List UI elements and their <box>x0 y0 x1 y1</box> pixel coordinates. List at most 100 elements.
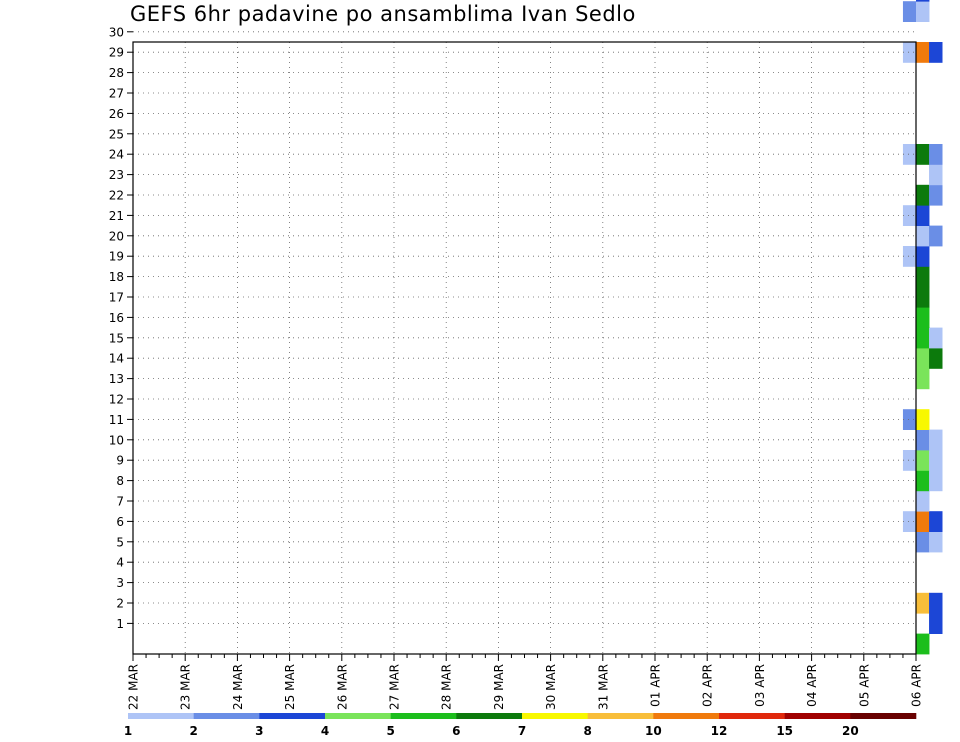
y-tick-label: 10 <box>109 433 124 447</box>
legend-swatch <box>719 713 785 719</box>
x-tick-label: 22 MAR <box>127 664 141 710</box>
legend-label: 4 <box>321 724 329 738</box>
x-tick-label: 03 APR <box>753 664 767 707</box>
legend-swatch <box>390 713 457 719</box>
legend-label: 7 <box>518 724 526 738</box>
legend-label: 20 <box>842 724 859 738</box>
x-tick-label: 04 APR <box>805 664 819 707</box>
y-tick-label: 19 <box>109 250 124 264</box>
heatmap-cell <box>916 490 930 512</box>
legend-label: 2 <box>189 724 197 738</box>
heatmap-cell <box>902 42 917 63</box>
y-tick-label: 1 <box>116 617 124 631</box>
legend-swatch <box>522 713 588 719</box>
heatmap-cell <box>916 286 930 308</box>
y-tick-label: 5 <box>116 535 124 549</box>
legend-swatch <box>128 713 194 719</box>
y-tick-label: 28 <box>109 66 124 80</box>
y-tick-label: 7 <box>116 495 124 509</box>
heatmap-cell <box>916 409 930 430</box>
heatmap-cell <box>916 205 930 226</box>
heatmap-cell <box>929 450 943 471</box>
legend-swatch <box>587 713 654 719</box>
heatmap-cell <box>929 429 943 451</box>
heatmap-cell <box>916 450 930 471</box>
legend-label: 8 <box>583 724 591 738</box>
x-tick-label: 06 APR <box>910 664 924 707</box>
y-tick-label: 20 <box>109 229 124 243</box>
legend-swatch <box>193 713 260 719</box>
heatmap-cell <box>916 42 930 63</box>
heatmap-cell <box>902 511 917 532</box>
heatmap-cell <box>916 531 930 553</box>
legend-label: 3 <box>255 724 263 738</box>
legend-label: 6 <box>452 724 460 738</box>
x-tick-label: 29 MAR <box>492 664 506 710</box>
legend-swatch <box>784 713 851 719</box>
y-tick-label: 24 <box>109 148 124 162</box>
heatmap-cell <box>916 368 930 390</box>
heatmap-cell <box>929 225 943 247</box>
y-tick-label: 18 <box>109 270 124 284</box>
y-tick-label: 2 <box>116 597 124 611</box>
legend-swatch <box>325 713 391 719</box>
heatmap-cell <box>902 409 917 430</box>
x-tick-label: 26 MAR <box>335 664 349 710</box>
y-tick-label: 30 <box>109 25 124 39</box>
x-tick-label: 23 MAR <box>179 664 193 710</box>
heatmap-cell <box>916 1 930 22</box>
heatmap-cell <box>902 205 917 226</box>
heatmap-cell <box>929 511 943 532</box>
heatmap-cell <box>916 225 930 247</box>
legend-label: 5 <box>386 724 394 738</box>
x-tick-label: 01 APR <box>649 664 663 707</box>
heatmap-cell <box>929 164 943 186</box>
y-tick-label: 29 <box>109 46 124 60</box>
heatmap-cell <box>929 531 943 553</box>
heatmap-cell <box>916 246 930 267</box>
y-tick-label: 3 <box>116 576 124 590</box>
heatmap-cell <box>916 327 930 349</box>
heatmap-cell <box>902 144 917 165</box>
y-tick-label: 22 <box>109 189 124 203</box>
heatmap-cell <box>902 450 917 471</box>
heatmap-cell <box>929 613 943 634</box>
y-tick-label: 25 <box>109 127 124 141</box>
x-tick-label: 24 MAR <box>231 664 245 710</box>
heatmap-cell <box>916 144 930 165</box>
heatmap-cell <box>916 592 930 614</box>
legend-label: 12 <box>711 724 728 738</box>
legend-label: 1 <box>124 724 132 738</box>
y-tick-label: 11 <box>109 413 124 427</box>
y-tick-label: 6 <box>116 515 124 529</box>
y-tick-label: 13 <box>109 372 124 386</box>
x-tick-label: 25 MAR <box>283 664 297 710</box>
heatmap-cell <box>916 348 930 369</box>
legend-swatch <box>850 713 917 719</box>
y-tick-label: 9 <box>116 454 124 468</box>
y-tick-label: 14 <box>109 352 124 366</box>
x-tick-label: 27 MAR <box>388 664 402 710</box>
y-tick-label: 26 <box>109 107 124 121</box>
y-tick-label: 27 <box>109 87 124 101</box>
legend-label: 15 <box>776 724 793 738</box>
x-tick-label: 30 MAR <box>544 664 558 710</box>
chart-title: GEFS 6hr padavine po ansamblima Ivan Sed… <box>130 2 636 26</box>
y-tick-label: 21 <box>109 209 124 223</box>
heatmap-cell <box>916 511 930 532</box>
y-tick-label: 16 <box>109 311 124 325</box>
y-tick-label: 23 <box>109 168 124 182</box>
heatmap-cell <box>916 184 930 206</box>
y-tick-label: 4 <box>116 556 124 570</box>
heatmap-cell <box>929 144 943 165</box>
x-tick-label: 05 APR <box>857 664 871 707</box>
heatmap-cell <box>929 184 943 206</box>
legend-swatch <box>456 713 523 719</box>
legend-swatch <box>259 713 326 719</box>
heatmap-cell <box>929 592 943 614</box>
heatmap-cell <box>916 307 930 328</box>
heatmap-cell <box>902 1 917 22</box>
heatmap-cell <box>929 327 943 349</box>
heatmap-cell <box>929 470 943 492</box>
